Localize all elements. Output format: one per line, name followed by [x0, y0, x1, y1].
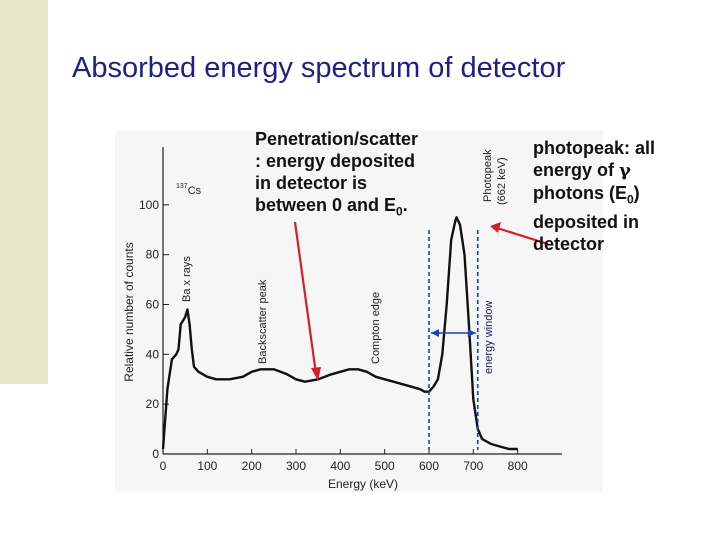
energy-window-right-arrowhead [467, 329, 476, 337]
scatter-annotation-line: in detector is [255, 173, 368, 193]
photopeak-label: Photopeak [482, 149, 494, 202]
photopeak-annotation-text: energy of [533, 160, 620, 180]
photopeak-annotation-text: ) [633, 183, 640, 203]
source-label: 137Cs [176, 183, 202, 197]
x-tick-label: 200 [242, 459, 262, 473]
spectrum-curve [161, 216, 518, 451]
photopeak-annotation-line: energy of γ [533, 159, 683, 182]
e0-subscript: 0 [396, 204, 403, 219]
photopeak-energy-label: (662 keV) [496, 157, 508, 205]
scatter-arrow [293, 221, 318, 375]
x-tick-label: 300 [286, 459, 306, 473]
x-tick-label: 800 [508, 459, 528, 473]
photopeak-annotation-line: detector [533, 233, 605, 254]
spectrum-figure [115, 130, 603, 492]
energy-window-left-arrowhead [431, 329, 439, 337]
y-tick-label: 40 [146, 347, 160, 361]
y-tick-label: 100 [139, 198, 159, 212]
y-tick-label: 80 [146, 248, 160, 262]
source-mass-number: 137 [176, 183, 188, 190]
scatter-annotation-line: Penetration/scatter [255, 129, 419, 149]
backscatter-peak-label: Backscatter peak [257, 279, 269, 364]
photopeak-annotation-line: photopeak: all [533, 138, 656, 158]
x-tick-label: 400 [330, 459, 350, 473]
photopeak-arrowhead [490, 222, 501, 233]
scatter-annotation-text: between 0 and E [255, 195, 397, 215]
compton-edge-label: Compton edge [370, 292, 382, 364]
photopeak-annotation: photopeak: all energy of γ photons (E0) … [533, 137, 683, 255]
x-tick-label: 0 [160, 459, 167, 473]
x-tick-label: 500 [375, 459, 395, 473]
scatter-annotation-period: . [402, 195, 408, 215]
y-tick-label: 0 [152, 447, 159, 461]
photopeak-arrow [496, 226, 549, 246]
photopeak-annotation-line: deposited in [533, 211, 640, 232]
energy-window-label: energy window [483, 301, 495, 374]
y-axis-label: Relative number of counts [122, 242, 136, 381]
gamma-symbol: γ [619, 160, 631, 181]
scatter-arrowhead [311, 367, 321, 381]
slide-title: Absorbed energy spectrum of detector [72, 52, 566, 84]
photopeak-annotation-text: photons (E [533, 183, 627, 203]
x-tick-label: 700 [463, 459, 483, 473]
y-tick-label: 20 [146, 397, 160, 411]
x-tick-label: 600 [419, 459, 439, 473]
e0-subscript: 0 [626, 192, 634, 207]
ba-xrays-label: Ba x rays [181, 256, 193, 302]
y-tick-label: 60 [146, 298, 160, 312]
side-accent-bar [0, 0, 48, 384]
photopeak-annotation-line: photons (E0) [533, 182, 683, 211]
scatter-annotation-line: : energy deposited [255, 151, 416, 171]
x-axis-label: Energy (keV) [328, 477, 398, 491]
x-tick-label: 100 [197, 459, 217, 473]
scatter-annotation: Penetration/scatter : energy deposited i… [255, 128, 455, 223]
scatter-annotation-line: between 0 and E0. [255, 194, 455, 223]
source-element: Cs [188, 185, 202, 197]
